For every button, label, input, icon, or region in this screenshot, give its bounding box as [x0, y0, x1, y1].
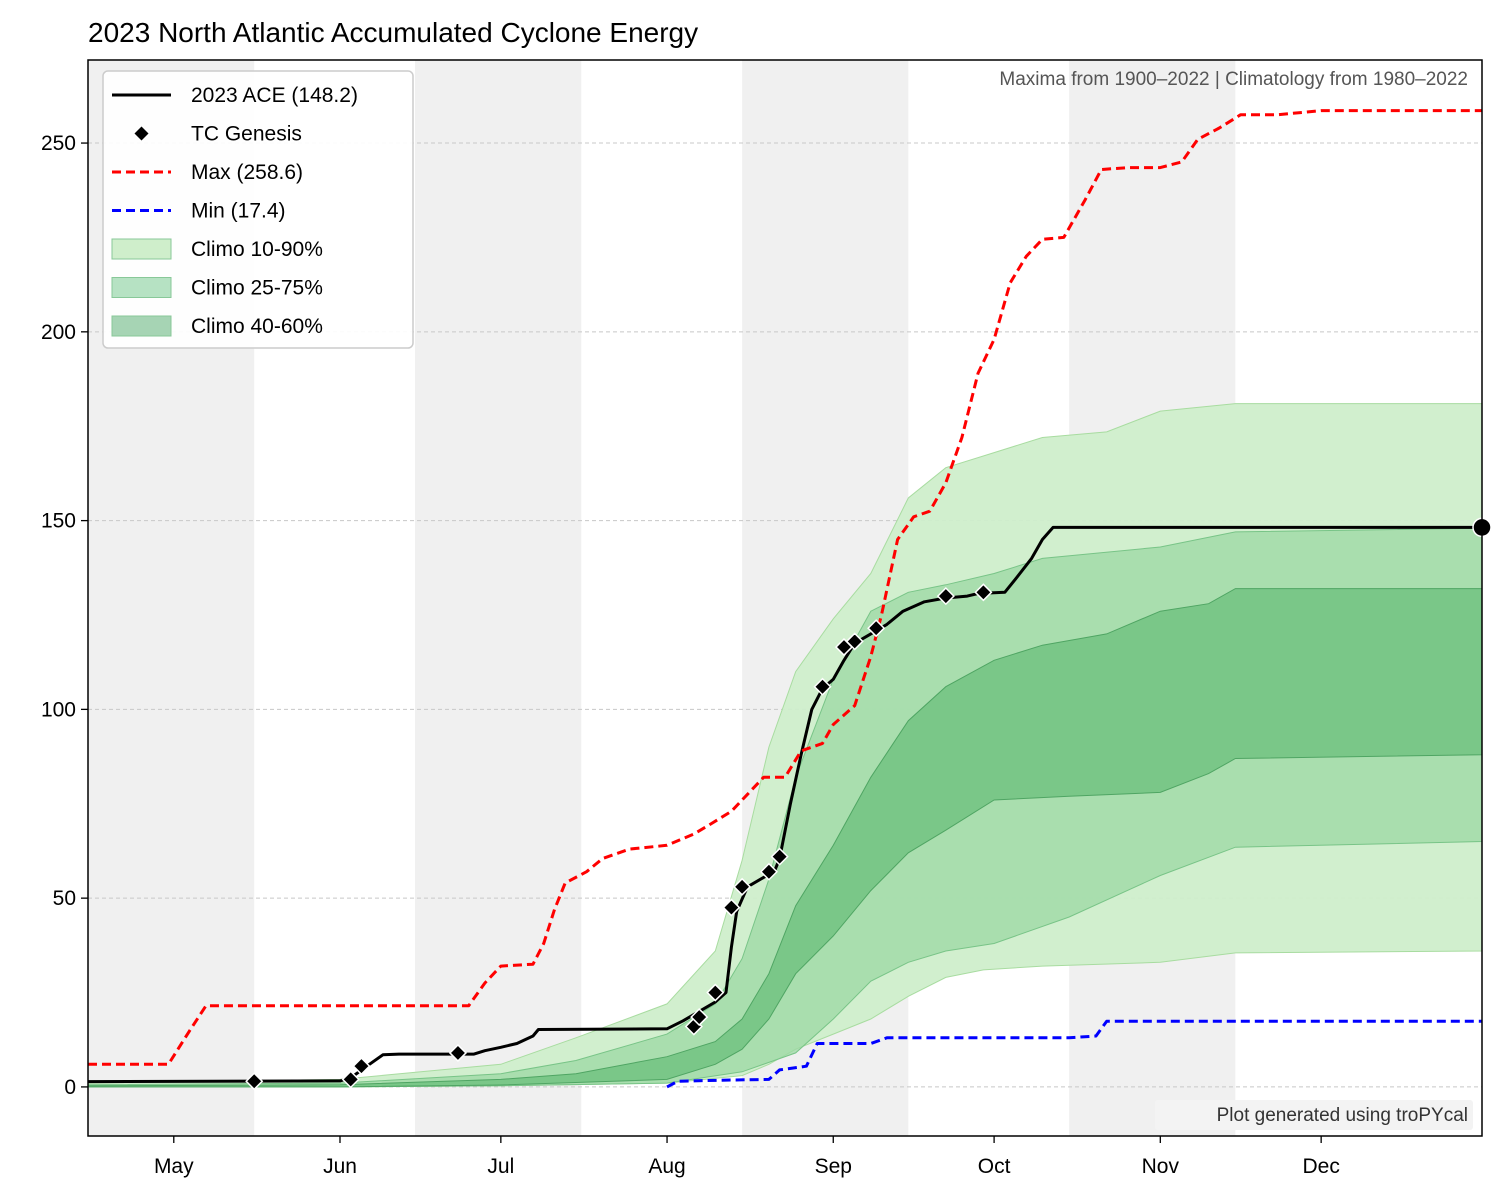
legend-label: TC Genesis — [191, 123, 302, 146]
genesis-marker — [770, 847, 789, 866]
x-tick-label: Aug — [648, 1155, 685, 1178]
series-line-min-17-4 — [666, 1019, 1482, 1089]
legend-label: Max (258.6) — [191, 161, 303, 184]
y-tick-label: 150 — [41, 510, 76, 533]
genesis-marker — [245, 1072, 264, 1091]
genesis-marker — [845, 632, 864, 651]
legend-label: 2023 ACE (148.2) — [191, 84, 358, 107]
legend-label: Climo 10-90% — [191, 238, 323, 261]
genesis-marker — [974, 583, 993, 602]
x-tick-label: Sep — [815, 1155, 852, 1178]
chart-subtitle: Maxima from 1900–2022 | Climatology from… — [999, 69, 1468, 90]
legend-swatch — [111, 315, 172, 337]
x-tick-label: Jun — [323, 1155, 357, 1178]
legend-box — [102, 70, 414, 349]
genesis-marker — [706, 983, 725, 1002]
y-axis: 0 50 100 150 200 250 — [41, 132, 88, 1099]
x-tick-label: Jul — [487, 1155, 514, 1178]
legend-swatch — [134, 126, 149, 141]
genesis-marker — [936, 587, 955, 606]
genesis-marker — [759, 862, 778, 881]
legend-label: Climo 25-75% — [191, 277, 323, 300]
y-tick-label: 200 — [41, 321, 76, 344]
x-tick-label: Dec — [1302, 1155, 1339, 1178]
legend-label: Climo 40-60% — [191, 315, 323, 338]
series-line-max-258-6 — [88, 109, 1482, 1066]
x-tick-label: Nov — [1142, 1155, 1180, 1178]
x-tick-label: Oct — [978, 1155, 1011, 1178]
genesis-marker — [341, 1070, 360, 1089]
x-tick-label: May — [154, 1155, 194, 1178]
genesis-markers — [245, 517, 1492, 1091]
genesis-marker — [813, 677, 832, 696]
y-tick-label: 100 — [41, 698, 76, 721]
legend: 2023 ACE (148.2) TC Genesis Max (258.6) Min… — [102, 70, 414, 349]
genesis-marker — [448, 1043, 468, 1063]
genesis-marker — [690, 1008, 709, 1027]
credit-background — [1155, 1100, 1473, 1130]
credit-label: Plot generated using troPYcal — [1217, 1105, 1468, 1126]
y-tick-label: 0 — [64, 1076, 76, 1099]
chart-title: 2023 North Atlantic Accumulated Cyclone … — [88, 17, 698, 48]
genesis-marker — [733, 877, 752, 896]
y-tick-label: 50 — [53, 887, 76, 910]
plot-frame — [87, 59, 1483, 1137]
genesis-marker — [867, 619, 886, 638]
genesis-marker — [352, 1057, 371, 1076]
legend-label: Min (17.4) — [191, 200, 286, 223]
shaded-period — [415, 60, 582, 1136]
legend-swatch — [111, 277, 172, 298]
x-axis: May Jun Jul Aug Sep Oct Nov Dec — [154, 1136, 1340, 1178]
legend-swatch — [111, 238, 172, 260]
y-tick-label: 250 — [41, 132, 76, 155]
genesis-marker — [722, 898, 741, 917]
